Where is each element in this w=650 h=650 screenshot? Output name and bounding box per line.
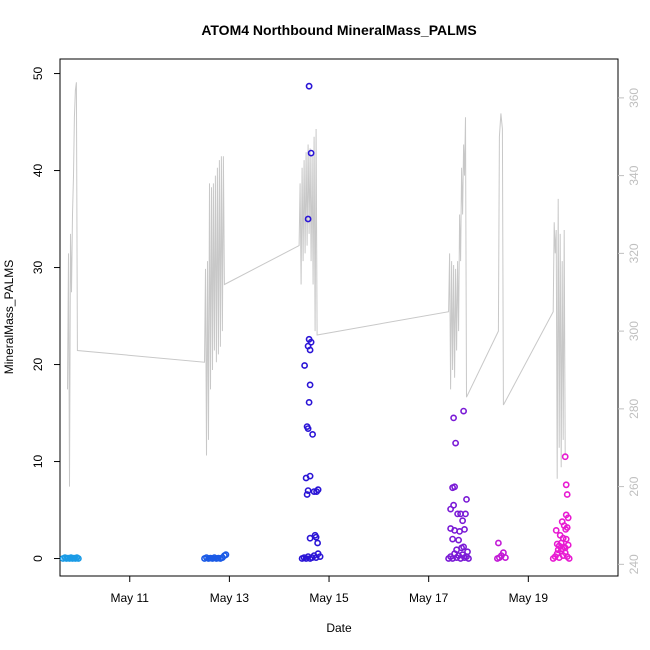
chart-title: ATOM4 Northbound MineralMass_PALMS [201, 22, 476, 38]
data-point [305, 82, 313, 90]
data-point [554, 546, 562, 554]
right-y-axis: 240 260 280 300 320 340 360 [618, 88, 641, 574]
data-point [304, 425, 312, 432]
data-point [562, 535, 570, 543]
line-layer [67, 82, 566, 487]
data-point [307, 338, 315, 346]
data-point [455, 536, 462, 544]
x-tick-label: May 15 [309, 591, 349, 605]
y2-tick-label: 340 [627, 165, 641, 185]
data-point [449, 535, 456, 543]
y2-tick-label: 240 [627, 554, 641, 574]
data-point [563, 491, 571, 498]
y-tick-label: 40 [31, 164, 45, 178]
data-point [306, 346, 314, 354]
data-point [501, 554, 509, 561]
data-point [562, 481, 570, 489]
data-point [314, 539, 321, 547]
data-point [306, 381, 314, 389]
data-point [565, 555, 573, 562]
data-point [306, 472, 314, 480]
data-point [459, 517, 466, 525]
data-point [561, 453, 569, 461]
secondary-series-line [67, 82, 566, 487]
data-point [450, 414, 457, 422]
data-point [465, 555, 472, 562]
data-point [463, 495, 470, 503]
x-tick-label: May 11 [111, 591, 150, 605]
data-point [452, 439, 459, 447]
data-point [494, 539, 502, 547]
y2-tick-label: 360 [627, 88, 641, 108]
x-tick-label: May 13 [210, 591, 250, 605]
data-point [461, 526, 468, 533]
data-point [304, 215, 312, 223]
data-point [305, 398, 313, 406]
data-point [563, 524, 571, 531]
y-tick-label: 30 [31, 261, 45, 275]
data-point [316, 553, 324, 560]
data-point [460, 543, 467, 551]
data-point [454, 510, 461, 518]
y2-tick-label: 320 [627, 243, 641, 263]
x-tick-label: May 17 [409, 591, 449, 605]
point-layer [59, 82, 573, 562]
y-tick-label: 50 [31, 67, 45, 81]
data-point [301, 362, 308, 369]
data-point [451, 483, 458, 491]
data-point [309, 430, 316, 438]
y2-tick-label: 260 [627, 476, 641, 496]
data-point [450, 501, 457, 509]
y2-tick-label: 280 [627, 398, 641, 418]
data-point [306, 534, 314, 542]
y-tick-label: 20 [31, 358, 45, 372]
plot-area [59, 58, 619, 577]
data-point [561, 544, 569, 552]
data-point [222, 551, 230, 559]
data-point [464, 548, 471, 556]
y-tick-label: 10 [31, 455, 45, 469]
data-point [460, 407, 467, 415]
y-tick-label: 0 [31, 555, 45, 562]
data-point [312, 533, 320, 541]
y-axis: 0 10 20 30 40 50 [31, 67, 60, 562]
data-point [564, 514, 572, 522]
y2-tick-label: 300 [627, 321, 641, 341]
data-point [314, 486, 322, 494]
data-point [558, 545, 566, 553]
data-point [303, 491, 311, 498]
data-point [307, 149, 315, 157]
data-point [453, 546, 460, 554]
data-point [304, 487, 312, 494]
x-axis: May 11 May 13 May 15 May 17 May 19 [111, 576, 549, 605]
x-tick-label: May 19 [509, 591, 549, 605]
data-point [462, 510, 469, 518]
data-point [75, 555, 82, 562]
y-axis-label: MineralMass_PALMS [2, 260, 16, 374]
x-axis-label: Date [326, 621, 352, 635]
data-point [552, 527, 560, 534]
